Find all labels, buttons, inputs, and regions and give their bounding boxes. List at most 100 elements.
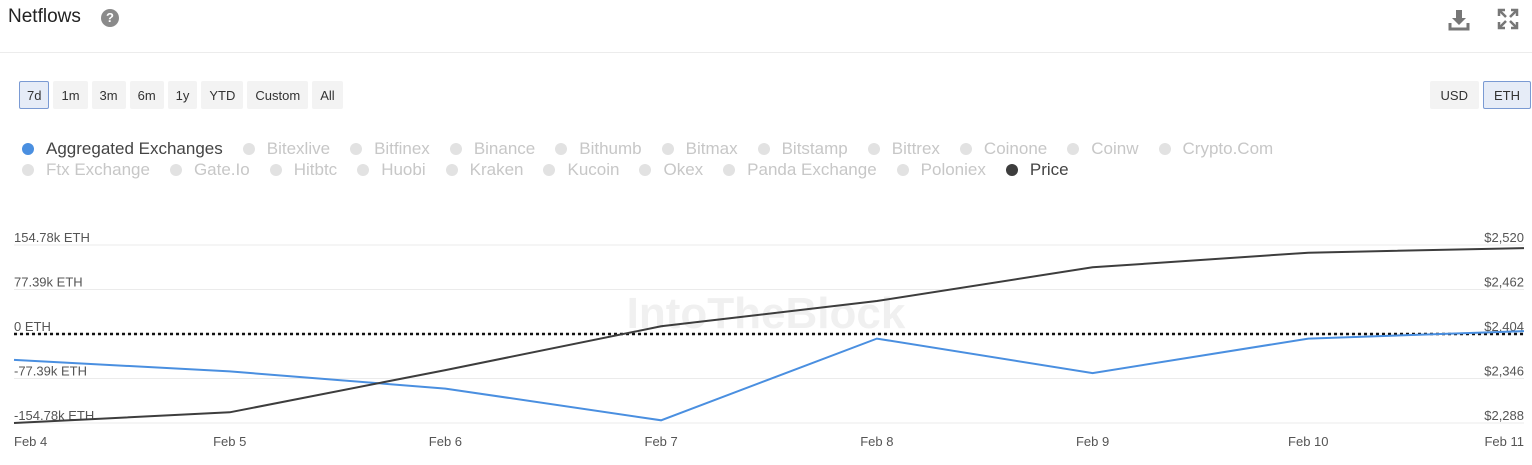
series-line-aggregated-exchanges: [13, 330, 1525, 422]
legend-dot: [445, 164, 458, 176]
legend-item-crypto-com[interactable]: Crypto.Com: [1158, 139, 1274, 159]
legend-dot: [723, 164, 736, 176]
legend-label: Panda Exchange: [747, 160, 877, 179]
legend-dot: [1067, 143, 1080, 155]
help-icon[interactable]: ?: [101, 9, 119, 27]
right-tick-label: $2,462: [1484, 275, 1524, 290]
legend-dot: [661, 143, 674, 155]
legend-dot: [1158, 143, 1171, 155]
legend-dot: [639, 164, 652, 176]
legend-label: Aggregated Exchanges: [46, 139, 223, 158]
range-button-all[interactable]: All: [312, 81, 343, 109]
legend-label: Binance: [473, 139, 536, 158]
legend-label: Ftx Exchange: [46, 160, 150, 179]
legend-dot: [242, 143, 255, 155]
left-tick-label: 154.78k ETH: [14, 230, 90, 245]
legend-row-2: Ftx Exchange Gate.Io Hitbtc Huobi Kraken Kuco…: [22, 160, 1522, 180]
left-tick-label: 77.39k ETH: [14, 275, 83, 290]
legend-dot: [1005, 164, 1018, 176]
legend-item-gate-io[interactable]: Gate.Io: [169, 160, 250, 180]
legend-label: Coinw: [1091, 139, 1139, 158]
legend-item-okex[interactable]: Okex: [639, 160, 703, 180]
legend-item-hitbtc[interactable]: Hitbtc: [269, 160, 338, 180]
currency-selector: USD ETH: [1429, 81, 1531, 109]
legend-dot: [22, 143, 34, 155]
x-tick-label: Feb 5: [213, 434, 246, 449]
legend-label: Price: [1029, 160, 1069, 179]
legend-dot: [269, 164, 282, 176]
range-button-3m[interactable]: 3m: [91, 81, 126, 109]
header-divider: [0, 52, 1532, 53]
x-tick-label: Feb 10: [1288, 434, 1328, 449]
expand-icon[interactable]: [1497, 8, 1519, 30]
legend-label: Bithumb: [579, 139, 642, 158]
right-tick-label: $2,404: [1484, 319, 1524, 334]
legend-item-bitexlive[interactable]: Bitexlive: [242, 139, 331, 159]
currency-button-usd[interactable]: USD: [1429, 81, 1479, 109]
legend-label: Okex: [663, 160, 704, 179]
legend-dot: [896, 164, 909, 176]
legend-label: Poloniex: [920, 160, 986, 179]
right-tick-label: $2,520: [1484, 230, 1524, 245]
right-tick-label: $2,288: [1484, 408, 1524, 423]
legend-label: Hitbtc: [293, 160, 338, 179]
legend-label: Kraken: [469, 160, 524, 179]
legend-item-bitfinex[interactable]: Bitfinex: [350, 139, 430, 159]
legend-item-bithumb[interactable]: Bithumb: [555, 139, 642, 159]
legend-dot: [350, 143, 363, 155]
legend-dot: [555, 143, 568, 155]
legend-dot: [22, 164, 34, 176]
legend-item-kraken[interactable]: Kraken: [445, 160, 524, 180]
range-button-ytd[interactable]: YTD: [201, 81, 244, 109]
x-tick-label: Feb 6: [429, 434, 462, 449]
x-tick-label: Feb 8: [860, 434, 893, 449]
legend-row-1: Aggregated Exchanges Bitexlive Bitfinex Bin…: [22, 139, 1522, 159]
legend-item-coinone[interactable]: Coinone: [959, 139, 1047, 159]
download-icon[interactable]: [1448, 8, 1470, 32]
legend-item-coinw[interactable]: Coinw: [1067, 139, 1139, 159]
legend-item-huobi[interactable]: Huobi: [357, 160, 426, 180]
left-tick-label: -77.39k ETH: [14, 364, 87, 379]
range-button-custom[interactable]: Custom: [247, 81, 309, 109]
legend-item-binance[interactable]: Binance: [449, 139, 536, 159]
legend-item-poloniex[interactable]: Poloniex: [896, 160, 986, 180]
legend-item-bittrex[interactable]: Bittrex: [867, 139, 940, 159]
legend-label: Crypto.Com: [1182, 139, 1274, 158]
right-tick-label: $2,346: [1484, 364, 1524, 379]
legend-label: Bittrex: [891, 139, 940, 158]
legend-item-bitstamp[interactable]: Bitstamp: [757, 139, 848, 159]
x-tick-label: Feb 7: [645, 434, 678, 449]
legend-label: Kucoin: [567, 160, 620, 179]
legend-item-panda-exchange[interactable]: Panda Exchange: [723, 160, 877, 180]
legend-label: Bitmax: [685, 139, 738, 158]
legend-label: Bitstamp: [781, 139, 848, 158]
legend-item-price[interactable]: Price: [1005, 160, 1069, 180]
range-button-1y[interactable]: 1y: [167, 81, 198, 109]
x-tick-label: Feb 9: [1076, 434, 1109, 449]
legend-item-ftx-exchange[interactable]: Ftx Exchange: [22, 160, 150, 180]
legend-label: Huobi: [381, 160, 426, 179]
x-tick-label: Feb 11: [1484, 434, 1524, 449]
legend-dot: [543, 164, 556, 176]
time-range-selector: 7d 1m 3m 6m 1y YTD Custom All: [19, 81, 343, 109]
legend-item-bitmax[interactable]: Bitmax: [661, 139, 738, 159]
legend-dot: [449, 143, 462, 155]
legend-label: Bitexlive: [266, 139, 331, 158]
x-tick-label: Feb 4: [14, 434, 47, 449]
left-tick-label: 0 ETH: [14, 319, 51, 334]
legend-dot: [867, 143, 880, 155]
legend-label: Bitfinex: [374, 139, 430, 158]
legend-dot: [357, 164, 370, 176]
legend-item-kucoin[interactable]: Kucoin: [543, 160, 619, 180]
range-button-7d[interactable]: 7d: [19, 81, 50, 109]
legend-dot: [959, 143, 972, 155]
range-button-6m[interactable]: 6m: [129, 81, 164, 109]
series-line-price: [13, 247, 1525, 424]
legend-label: Gate.Io: [193, 160, 250, 179]
page-title: Netflows: [8, 6, 81, 27]
currency-button-eth[interactable]: ETH: [1483, 81, 1531, 109]
legend-item-aggregated-exchanges[interactable]: Aggregated Exchanges: [22, 139, 223, 159]
legend-dot: [757, 143, 770, 155]
range-button-1m[interactable]: 1m: [53, 81, 88, 109]
